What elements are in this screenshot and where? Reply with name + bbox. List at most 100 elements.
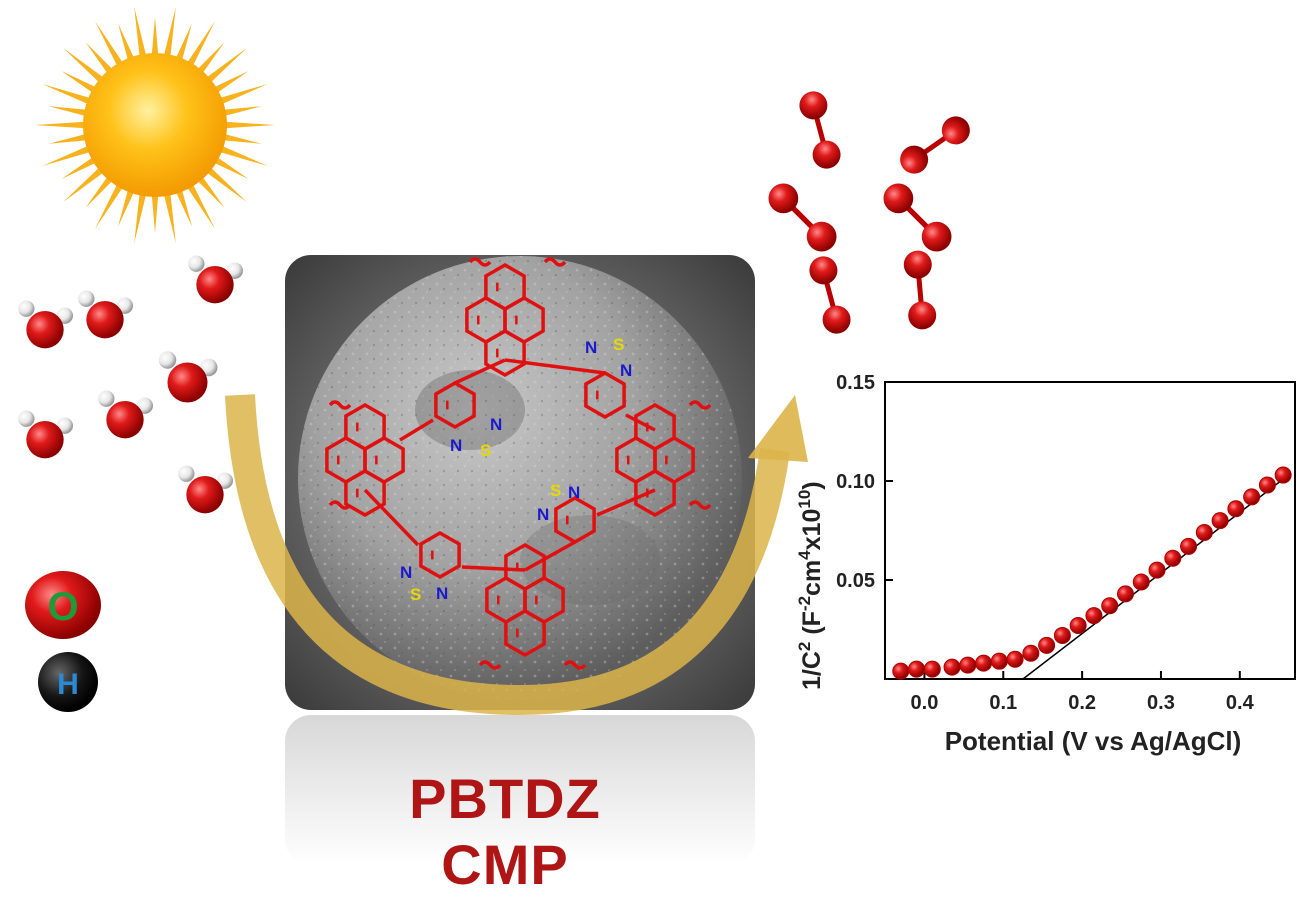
material-title: PBTDZ CMP (285, 760, 725, 910)
water-molecule-icon (188, 255, 243, 304)
data-point (1243, 488, 1261, 506)
data-point (975, 654, 993, 672)
data-point (1211, 512, 1229, 530)
oxygen-atom-icon (25, 571, 101, 639)
heteroatom-labels: S N N N N S S N N N S N (400, 335, 632, 604)
sulfur-label: S (613, 335, 624, 354)
framework-end (328, 500, 352, 510)
x-tick-label: 0.3 (1147, 692, 1175, 714)
x-axis-label: Potential (V vs Ag/AgCl) (945, 726, 1242, 756)
data-point (1116, 585, 1134, 603)
nitrogen-label: N (490, 415, 502, 434)
sulfur-label: S (550, 481, 561, 500)
water-molecule-icon (18, 410, 73, 459)
data-point (1258, 476, 1276, 494)
y-tick-label: 0.10 (836, 471, 875, 493)
framework-link (399, 418, 434, 442)
sun-disc (83, 53, 227, 197)
data-point (1038, 636, 1056, 654)
chart-ticks: 0.0 0.1 0.2 0.3 0.4 0.05 0.10 0.15 (836, 372, 1255, 714)
data-point (1022, 644, 1040, 662)
hydrogen-legend-label: H (57, 668, 79, 701)
oxygen-molecule-icon (875, 245, 965, 335)
x-tick-label: 0.1 (989, 692, 1017, 714)
framework-link (461, 565, 526, 572)
water-molecule-icon (158, 351, 218, 403)
nitrogen-label: N (568, 483, 580, 502)
curved-arrow-icon (225, 394, 808, 716)
framework-ring (634, 468, 676, 518)
nitrogen-label: N (400, 563, 412, 582)
sulfur-label: S (410, 585, 421, 604)
framework-end (468, 257, 492, 267)
framework-ring (584, 370, 626, 420)
data-point (1274, 466, 1292, 484)
y-tick-label: 0.15 (836, 372, 875, 394)
oxygen-molecules (769, 86, 973, 338)
framework-ring (419, 530, 461, 580)
data-point (908, 660, 926, 678)
oxygen-molecule-icon (769, 184, 837, 252)
framework-link (524, 540, 576, 572)
sem-image (285, 255, 755, 710)
water-molecule-icon (18, 300, 73, 349)
water-molecule-icon (78, 290, 133, 339)
oxygen-molecule-icon (898, 108, 972, 182)
sulfur-label: S (480, 441, 491, 460)
data-point (959, 656, 977, 674)
framework-end (688, 400, 712, 410)
nitrogen-label: N (450, 436, 462, 455)
framework-ring (344, 468, 386, 518)
data-point (990, 652, 1008, 670)
oxygen-legend-label: O (47, 585, 78, 629)
data-point (1053, 626, 1071, 644)
data-point (1164, 549, 1182, 567)
framework-ring (504, 608, 546, 658)
data-point (1227, 500, 1245, 518)
framework-end (543, 257, 567, 267)
mott-schottky-chart: 0.0 0.1 0.2 0.3 0.4 0.05 0.10 0.15 Potential (V… (795, 372, 1296, 756)
framework-ring (484, 328, 526, 378)
data-point (892, 662, 910, 680)
framework-end (563, 660, 587, 670)
data-point (943, 658, 961, 676)
data-point (1180, 537, 1198, 555)
data-point (1006, 650, 1024, 668)
chart-plot-frame (884, 381, 1296, 680)
data-point (1101, 597, 1119, 615)
data-point (1132, 573, 1150, 591)
oxygen-molecule-icon (884, 184, 952, 252)
x-tick-label: 0.0 (911, 692, 939, 714)
nitrogen-label: N (436, 584, 448, 603)
data-point (1195, 523, 1213, 541)
framework-structure (325, 257, 712, 670)
framework-end (688, 500, 712, 510)
nitrogen-label: N (585, 338, 597, 357)
framework-link (454, 358, 506, 385)
y-axis-label: 1/C2 (F-2cm4x1010) (795, 481, 826, 690)
oxygen-molecule-icon (776, 86, 863, 173)
data-point (1085, 607, 1103, 625)
y-tick-label: 0.05 (836, 570, 875, 592)
framework-link (625, 413, 656, 432)
nitrogen-label: N (620, 361, 632, 380)
nitrogen-label: N (537, 505, 549, 524)
water-molecule-icon (98, 390, 153, 439)
material-name-line2: CMP (441, 833, 569, 896)
sem-reflection (285, 715, 755, 865)
framework-end (478, 660, 502, 670)
framework-ring (434, 380, 476, 430)
atom-legend: O H (25, 571, 101, 712)
framework-link (363, 488, 420, 547)
material-name-line1: PBTDZ (409, 767, 601, 830)
x-tick-label: 0.4 (1226, 692, 1255, 714)
data-point (1148, 561, 1166, 579)
data-point (923, 660, 941, 678)
water-molecules (18, 255, 243, 514)
framework-end (328, 400, 352, 410)
chart-data-points (892, 466, 1292, 680)
oxygen-molecule-icon (786, 251, 873, 338)
framework-link (504, 358, 606, 375)
sun-icon (35, 6, 275, 244)
